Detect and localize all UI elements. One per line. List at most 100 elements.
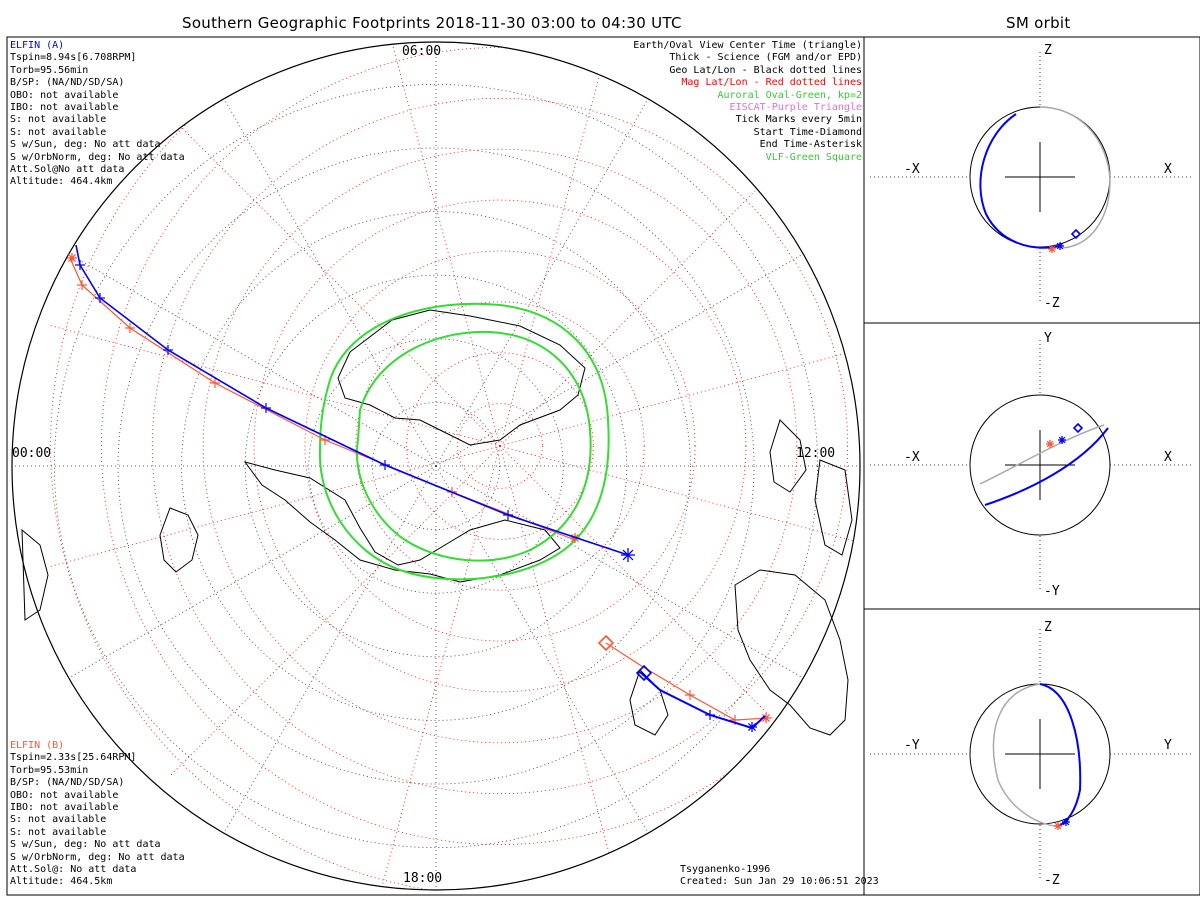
map-legend: Earth/Oval View Center Time (triangle) T…	[633, 40, 862, 164]
mag-latitude-circle	[406, 352, 594, 540]
model-name: Tsyganenko-1996	[680, 864, 771, 875]
geo-latitude-circle	[181, 211, 691, 721]
coastline	[814, 459, 853, 556]
orbit2-left-label: -X	[904, 450, 920, 465]
mag-meridian	[499, 445, 622, 890]
coastlines	[21, 309, 853, 736]
mag-meridian	[49, 324, 501, 447]
elfin-a-end-asterisk	[748, 723, 756, 731]
legend-geo-grid: Geo Lat/Lon - Black dotted lines	[669, 64, 862, 76]
elfin-b-track-line	[69, 257, 576, 541]
legend-tick-marks: Tick Marks every 5min	[735, 114, 862, 126]
orbit3-right-label: Y	[1164, 738, 1172, 753]
orbit1-right-label: X	[1164, 162, 1172, 177]
legend-end: End Time-Asterisk	[759, 139, 862, 151]
elfin-b-end-asterisk	[762, 714, 770, 722]
elfin-b-end-asterisk	[68, 254, 76, 262]
orbit3-left-label: -Y	[904, 738, 920, 753]
elfin-a-info: ELFIN (A) Tspin=8.94s[6.708RPM] Torb=95.…	[10, 40, 185, 189]
elfin-b-line: Altitude: 464.5km	[10, 876, 113, 888]
elfin-b-line: S: not available	[10, 814, 107, 826]
elfin-a-track-line	[75, 244, 629, 556]
elfin-b-line: Torb=95.53min	[10, 764, 89, 776]
mag-meridian	[499, 115, 831, 447]
geo-latitude-circle	[371, 401, 500, 530]
legend-start: Start Time-Diamond	[753, 126, 862, 138]
coastline	[21, 528, 49, 621]
legend-mag-grid: Mag Lat/Lon - Red dotted lines	[681, 77, 862, 89]
geo-meridian	[223, 98, 437, 467]
legend-eiscat: EISCAT-Purple Triangle	[729, 102, 862, 114]
elfin-b-info: ELFIN (B) Tspin=2.33s[25.64RPM] Torb=95.…	[10, 740, 185, 889]
elfin-b-line: B/SP: (NA/ND/SD/SA)	[10, 777, 125, 789]
mag-latitude-circle	[202, 148, 798, 744]
elfin-a-start-diamond	[635, 664, 653, 682]
mag-meridian	[378, 445, 501, 890]
elfin-b-line: S w/OrbNorm, deg: No att data	[10, 851, 185, 863]
elfin-b-line: OBO: not available	[10, 789, 119, 801]
orbit2-right-label: X	[1164, 450, 1172, 465]
mag-latitude-circle	[355, 301, 645, 591]
orbit1-left-label: -X	[904, 162, 920, 177]
main-title: Southern Geographic Footprints 2018-11-3…	[182, 14, 682, 32]
elfin-b-name: ELFIN (B)	[10, 740, 65, 751]
geo-latitude-circle	[117, 147, 755, 785]
created-date: Created: Sun Jan 29 10:06:51 2023	[680, 876, 879, 888]
coastline	[243, 461, 561, 583]
elfin-a-line: Tspin=8.94s[6.708RPM]	[10, 52, 137, 64]
elfin-a-end-asterisk	[622, 549, 634, 561]
elfin-a-line: Altitude: 464.4km	[10, 176, 113, 188]
elfin-b-line: Tspin=2.33s[25.64RPM]	[10, 752, 137, 764]
geo-latitude-circle	[308, 338, 564, 594]
geo-latitude-circle	[53, 83, 819, 849]
elfin-b-track	[67, 253, 771, 725]
map-footer: Tsyganenko-1996 Created: Sun Jan 29 10:0…	[680, 864, 879, 889]
geo-meridian	[435, 253, 804, 467]
orbit3-bottom-label: -Z	[1044, 873, 1060, 888]
geo-meridian	[68, 465, 437, 679]
orbit2-top-label: Y	[1044, 331, 1052, 346]
elfin-a-line: Torb=95.56min	[10, 64, 89, 76]
legend-auroral-oval: Auroral Oval-Green, kp=2	[717, 89, 863, 101]
mag-meridian	[499, 445, 831, 777]
elfin-b-line: S: not available	[10, 826, 107, 838]
mag-meridian	[49, 445, 501, 568]
legend-view-center: Earth/Oval View Center Time (triangle)	[633, 40, 862, 51]
geo-grid	[11, 41, 861, 891]
mag-meridian	[169, 445, 501, 777]
elfin-a-line: S: not available	[10, 114, 107, 126]
auroral-oval	[318, 302, 610, 581]
mlt-label-bottom: 18:00	[403, 871, 443, 886]
geo-latitude-circle	[244, 274, 628, 658]
elfin-a-name: ELFIN (A)	[10, 40, 65, 51]
legend-science: Thick - Science (FGM and/or EPD)	[669, 52, 862, 64]
elfin-b-start-diamond	[597, 634, 615, 652]
coastline	[337, 309, 586, 446]
elfin-a-line: S: not available	[10, 126, 107, 138]
orbit1-bottom-label: -Z	[1044, 296, 1060, 311]
geo-meridian	[68, 253, 437, 467]
mlt-label-right: 12:00	[796, 446, 836, 461]
elfin-a-line: S w/OrbNorm, deg: No att data	[10, 151, 185, 163]
mlt-label-left: 00:00	[12, 446, 52, 461]
orbit3-top-label: Z	[1044, 620, 1052, 635]
mag-latitude-circle	[304, 250, 696, 642]
map-horizon	[11, 41, 861, 891]
mag-latitude-circle	[253, 199, 747, 693]
coastline	[159, 507, 199, 573]
coastline	[769, 419, 807, 493]
auroral-oval-outer	[318, 302, 610, 581]
side-title: SM orbit	[1006, 14, 1071, 32]
elfin-a-track	[75, 244, 766, 732]
elfin-b-line: IBO: not available	[10, 802, 119, 814]
mag-meridian	[499, 42, 622, 447]
coastline	[734, 569, 849, 736]
geo-meridian	[435, 465, 649, 834]
geo-meridian	[435, 98, 649, 467]
geo-meridian	[223, 465, 437, 834]
elfin-a-line: IBO: not available	[10, 102, 119, 114]
auroral-oval-inner	[356, 330, 592, 562]
mag-meridian	[169, 115, 501, 447]
elfin-b-line: Att.Sol@: No att data	[10, 864, 137, 876]
